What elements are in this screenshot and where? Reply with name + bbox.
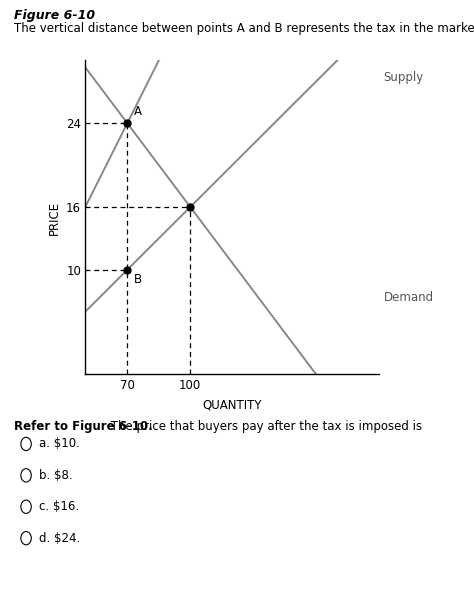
Text: Figure 6-10: Figure 6-10: [14, 9, 95, 22]
Text: Demand: Demand: [383, 291, 434, 304]
Text: The vertical distance between points A and B represents the tax in the market.: The vertical distance between points A a…: [14, 22, 474, 36]
Text: b. $8.: b. $8.: [39, 469, 73, 482]
Text: Supply: Supply: [383, 71, 424, 84]
Text: A: A: [134, 105, 142, 118]
Text: The price that buyers pay after the tax is imposed is: The price that buyers pay after the tax …: [107, 420, 422, 433]
Y-axis label: PRICE: PRICE: [47, 201, 61, 234]
Text: Refer to Figure 6-10.: Refer to Figure 6-10.: [14, 420, 153, 433]
X-axis label: QUANTITY: QUANTITY: [202, 399, 262, 411]
Text: B: B: [134, 273, 142, 286]
Text: c. $16.: c. $16.: [39, 500, 80, 513]
Text: d. $24.: d. $24.: [39, 532, 81, 545]
Text: a. $10.: a. $10.: [39, 437, 80, 451]
